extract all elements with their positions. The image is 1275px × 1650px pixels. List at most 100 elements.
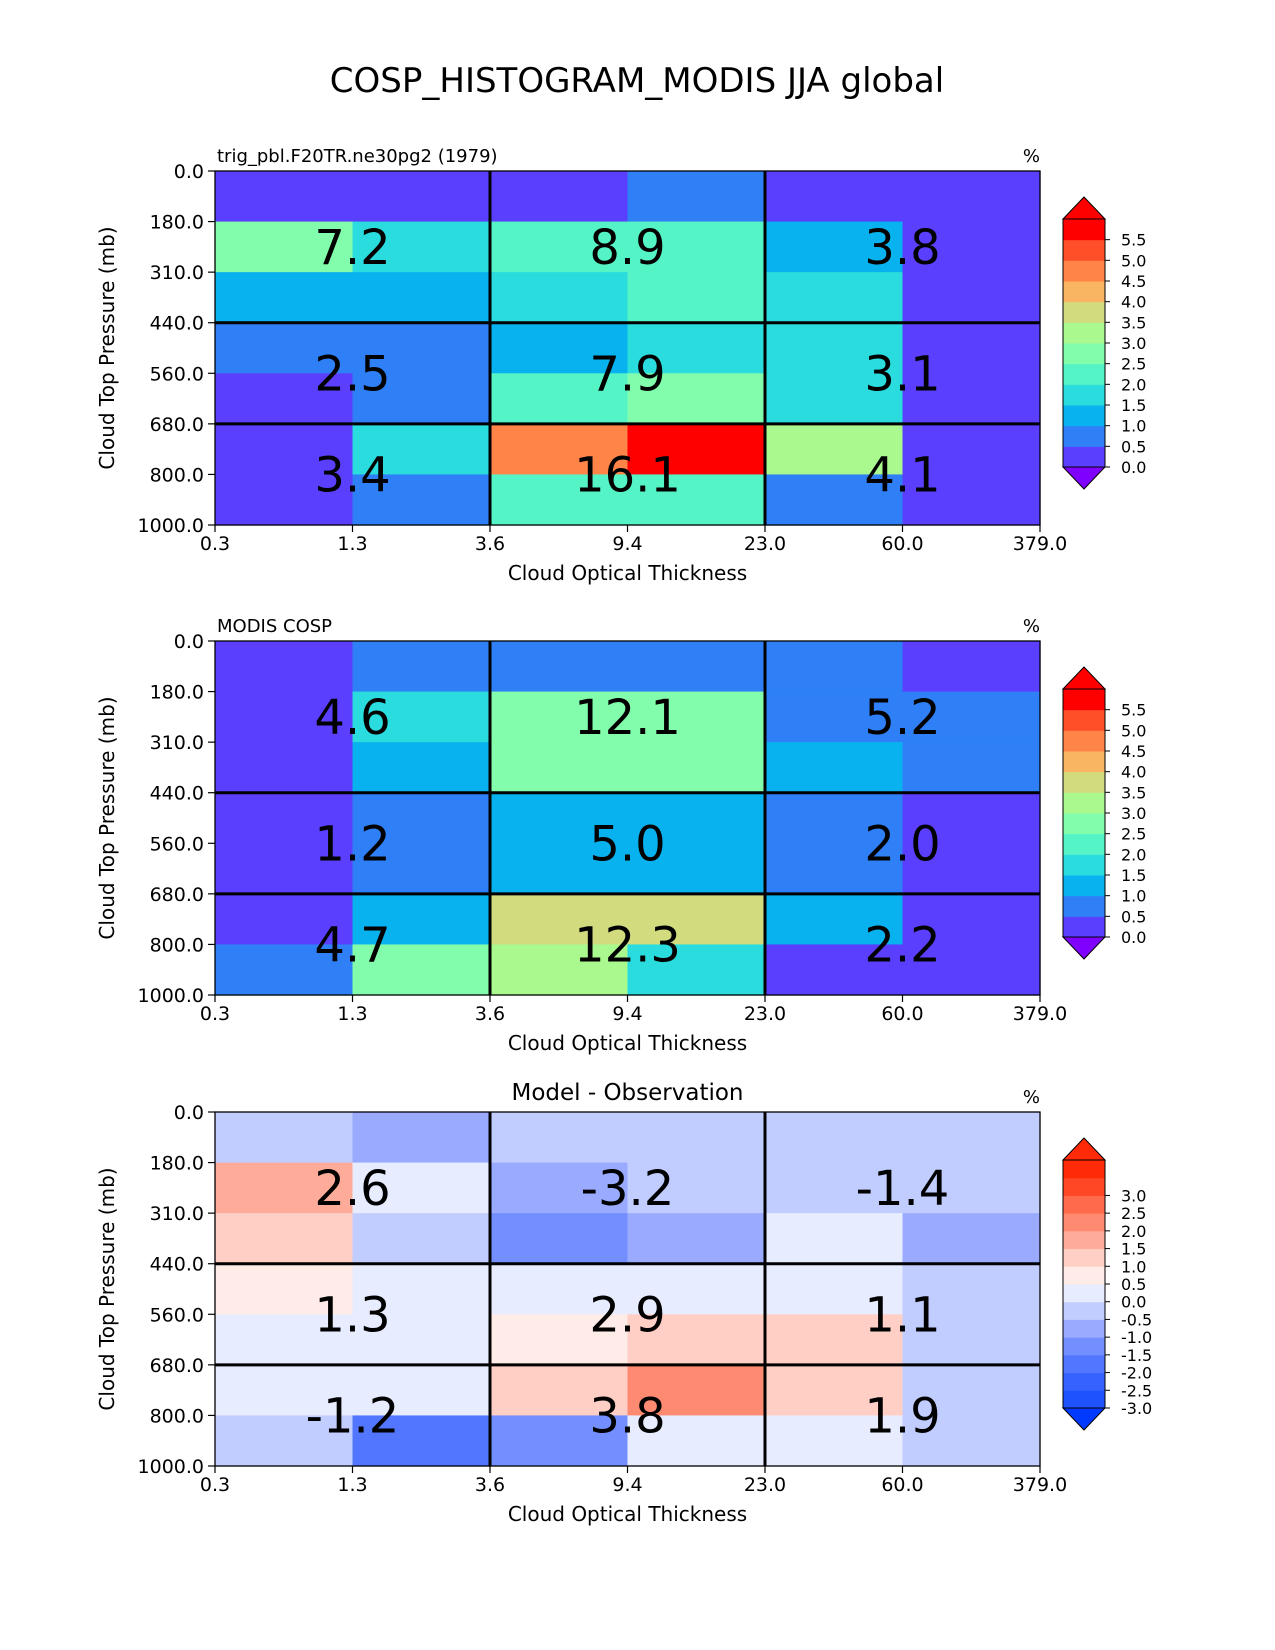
colorbar-tick-label: 1.0: [1121, 887, 1146, 906]
colorbar-segment: [1063, 854, 1105, 876]
colorbar-tick-label: 3.0: [1121, 334, 1146, 353]
colorbar-segment: [1063, 322, 1105, 344]
block-total-label: 2.6: [314, 1161, 390, 1217]
y-tick-label: 440.0: [150, 1254, 204, 1276]
heatmap-cell: [352, 423, 491, 476]
heatmap-cell: [352, 272, 491, 324]
heatmap-cell: [627, 944, 766, 996]
block-total-label: 12.1: [574, 690, 681, 746]
colorbar-tick-label: 0.5: [1121, 907, 1146, 926]
block-total-label: 1.3: [314, 1287, 390, 1343]
figure-title: COSP_HISTOGRAM_MODIS JJA global: [330, 61, 944, 101]
x-axis-label: Cloud Optical Thickness: [508, 1031, 747, 1055]
colorbar-segment: [1063, 1354, 1105, 1374]
colorbar-segment: [1063, 689, 1105, 711]
heatmap-cell: [627, 373, 766, 425]
y-tick-label: 180.0: [150, 682, 204, 704]
heatmap-cell: [902, 1415, 1041, 1467]
x-tick-label: 60.0: [881, 1003, 923, 1025]
colorbar-tick-label: -0.5: [1121, 1310, 1152, 1329]
heatmap-cell: [490, 423, 629, 476]
heatmap-cell: [352, 171, 491, 223]
block-total-label: 4.1: [864, 447, 940, 503]
heatmap-panel-3: 2.6 -3.2 -1.4 1.3 2.9 1.1 -1.2 3.8 1.9 0.3 1.3 3.6 9…: [95, 1080, 1152, 1526]
colorbar-tick-label: -2.5: [1121, 1381, 1152, 1400]
colorbar-under-extension: [1061, 466, 1107, 490]
heatmap-cell: [627, 171, 766, 223]
y-tick-label: 310.0: [150, 1203, 204, 1225]
heatmap-cell: [765, 171, 904, 223]
colorbar-tick-label: 1.5: [1121, 1240, 1146, 1259]
y-tick-label: 0.0: [174, 1102, 204, 1124]
heatmap-cell: [352, 1314, 491, 1366]
heatmap-cell: [765, 1213, 904, 1265]
heatmap-cell: [902, 843, 1041, 895]
colorbar-segment: [1063, 363, 1105, 385]
colorbar-tick-label: 3.0: [1121, 804, 1146, 823]
colorbar-tick-label: 1.5: [1121, 866, 1146, 885]
heatmap-cell: [215, 272, 354, 324]
colorbar-segment: [1063, 1195, 1105, 1214]
colorbar-tick-label: 5.5: [1121, 701, 1146, 720]
heatmap-cell: [627, 792, 766, 844]
colorbar-tick-label: 5.0: [1121, 721, 1146, 740]
colorbar-segment: [1063, 1213, 1105, 1232]
heatmap-cell: [215, 944, 354, 996]
heatmap-cell: [215, 1112, 354, 1164]
x-tick-label: 1.3: [337, 533, 367, 555]
heatmap-cell: [902, 1314, 1041, 1366]
heatmap-cell: [215, 221, 354, 273]
y-tick-label: 1000.0: [138, 985, 204, 1007]
colorbar-under-extension: [1061, 936, 1107, 960]
y-tick-label: 440.0: [150, 783, 204, 805]
colorbar-segment: [1063, 771, 1105, 793]
x-tick-label: 23.0: [744, 1003, 786, 1025]
heatmap-cell: [627, 423, 766, 476]
heatmap-cell: [765, 1415, 904, 1467]
colorbar-segment: [1063, 260, 1105, 282]
colorbar-tick-label: 4.5: [1121, 272, 1146, 291]
y-tick-label: 0.0: [174, 631, 204, 653]
y-tick-label: 310.0: [150, 732, 204, 754]
colorbar-tick-label: 3.0: [1121, 1186, 1146, 1205]
heatmap-cell: [765, 474, 904, 526]
heatmap-cell: [490, 691, 629, 743]
heatmap-cell: [902, 1162, 1041, 1214]
x-tick-label: 0.3: [200, 1474, 230, 1496]
x-tick-label: 379.0: [1013, 533, 1067, 555]
heatmap-cell: [627, 322, 766, 374]
colorbar-tick-label: 2.0: [1121, 845, 1146, 864]
heatmap-cell: [902, 1112, 1041, 1164]
x-tick-label: 1.3: [337, 1474, 367, 1496]
heatmap-cell: [902, 742, 1041, 794]
y-tick-label: 800.0: [150, 1405, 204, 1427]
colorbar-under-extension: [1061, 1407, 1107, 1431]
heatmap-cell: [215, 843, 354, 895]
x-tick-label: 379.0: [1013, 1003, 1067, 1025]
y-tick-label: 0.0: [174, 161, 204, 183]
colorbar: 0.0 0.51.0 1.5 2.02.5 3.0 3.54.0 4.5 5.05.5: [1061, 666, 1146, 960]
colorbar: -3.0-2.5-2.0-1.5-1.0-0.50.00.51.01.52.02…: [1061, 1137, 1152, 1431]
colorbar-segment: [1063, 875, 1105, 897]
heatmap-cell: [627, 474, 766, 526]
colorbar-segment: [1063, 239, 1105, 261]
x-tick-label: 23.0: [744, 533, 786, 555]
heatmap-cell: [902, 474, 1041, 526]
heatmap-cell: [765, 691, 904, 743]
heatmap-cell: [765, 322, 904, 374]
colorbar-tick-label: 1.0: [1121, 417, 1146, 436]
heatmap-cell: [490, 1314, 629, 1366]
block-total-label: 2.0: [864, 816, 940, 872]
heatmap-cell: [902, 1364, 1041, 1417]
heatmap-cell: [627, 221, 766, 273]
colorbar-segment: [1063, 1230, 1105, 1250]
heatmap-cell: [490, 272, 629, 324]
y-axis-label: Cloud Top Pressure (mb): [95, 226, 119, 469]
heatmap-cell: [765, 792, 904, 844]
heatmap-cell: [352, 691, 491, 743]
block-total-label: 7.2: [314, 220, 390, 276]
colorbar-segment: [1063, 425, 1105, 447]
block-total-label: 1.9: [864, 1388, 940, 1444]
x-tick-label: 3.6: [475, 1003, 505, 1025]
colorbar-tick-label: 2.0: [1121, 1222, 1146, 1241]
